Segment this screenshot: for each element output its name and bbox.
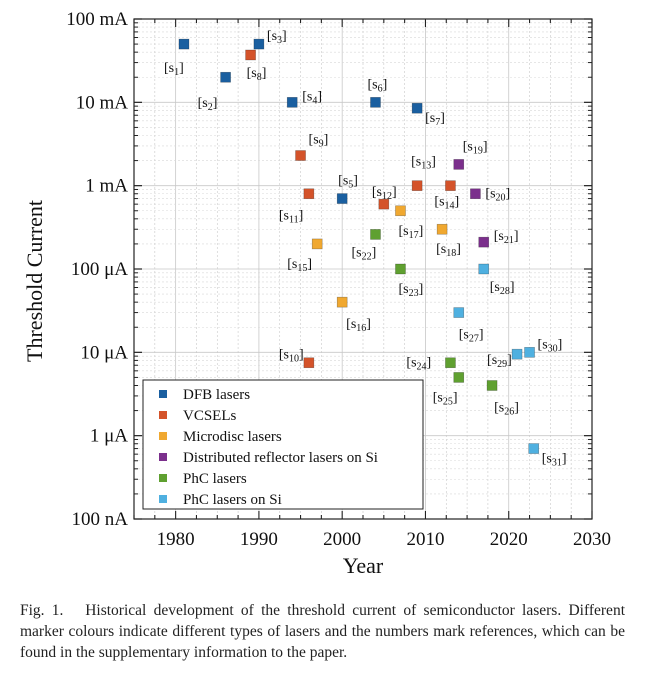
ref-label-s29: [s29] [487,353,512,370]
y-tick-label: 100 μA [71,259,128,280]
x-tick-label: 2030 [573,529,611,550]
data-point-s9 [295,150,306,161]
ref-label-s26: [s26] [494,400,519,417]
data-point-s16 [336,296,348,308]
data-point-s10 [303,357,315,369]
ref-label-s3: [s3] [267,29,287,46]
ref-label-s14: [s14] [434,195,459,212]
ref-label-s30: [s30] [538,337,563,354]
legend-swatch [159,432,167,440]
data-point-s28 [478,263,490,275]
data-point-s3 [253,38,265,50]
ref-label-s24: [s24] [406,356,431,373]
ref-label-s22: [s22] [351,245,376,262]
legend-swatch [159,453,167,461]
data-point-s22 [370,229,381,240]
ref-label-s2: [s2] [198,96,218,113]
ref-label-s21: [s21] [494,229,519,246]
y-axis-title: Threshold Current [22,200,47,362]
data-point-s23 [395,263,406,275]
ref-label-s1: [s1] [164,61,184,78]
legend-swatch [159,390,167,398]
legend-swatch [159,495,167,503]
legend-label: Microdisc lasers [183,429,282,445]
caption-text: Historical development of the threshold … [20,602,625,661]
caption-prefix: Fig. 1. [20,602,64,619]
data-point-s30 [524,347,535,358]
data-points [178,38,540,454]
data-point-s7 [411,102,423,114]
legend-label: Distributed reflector lasers on Si [183,450,378,466]
y-tick-label: 100 nA [72,509,129,530]
data-point-s25 [453,372,465,383]
data-point-s1 [178,38,190,50]
ref-label-s18: [s18] [436,242,461,259]
axis-ticks [133,18,593,520]
ref-label-s15: [s15] [287,257,312,274]
ref-label-s7: [s7] [425,111,445,128]
x-tick-label: 1980 [157,529,195,550]
ref-label-s23: [s23] [398,282,423,299]
ref-label-s20: [s20] [485,187,510,204]
ref-label-s27: [s27] [459,328,484,345]
x-tick-label: 2020 [490,529,528,550]
x-tick-label: 2000 [323,529,361,550]
legend-swatch [159,411,167,419]
data-point-s2 [220,71,231,83]
x-tick-label: 2010 [406,529,444,550]
ref-label-s6: [s6] [367,77,387,94]
ref-label-s17: [s17] [398,224,423,241]
data-point-s14 [445,180,456,191]
data-point-s4 [286,97,298,108]
data-point-s21 [478,236,490,248]
ref-label-s5: [s5] [338,174,358,191]
ref-label-s11: [s11] [279,209,303,226]
x-axis-tick-labels: 1980 1990 2000 2010 2020 2030 [157,529,611,550]
ref-label-s16: [s16] [346,317,371,334]
data-point-s20 [470,188,481,200]
data-point-s19 [453,159,465,170]
legend-label: PhC lasers [183,471,247,487]
data-point-s17 [395,205,406,217]
data-point-s15 [311,238,323,250]
y-tick-label: 1 μA [90,426,128,447]
data-point-s5 [336,193,348,204]
data-point-s26 [486,380,498,391]
ref-label-s13: [s13] [411,155,436,172]
ref-label-s4: [s4] [302,89,322,106]
threshold-current-chart: 100 mA 10 mA 1 mA 100 μA 10 μA 1 μA 100 nA 198… [22,9,611,578]
ref-label-s12: [s12] [372,185,397,202]
x-axis-title: Year [343,553,384,578]
ref-label-s25: [s25] [433,390,458,407]
data-point-s27 [453,307,465,318]
ref-label-s10: [s10] [279,348,304,365]
legend-swatch [159,474,167,482]
y-axis-tick-labels: 100 mA 10 mA 1 mA 100 μA 10 μA 1 μA 100 nA [66,9,128,530]
ref-label-s28: [s28] [490,280,515,297]
data-point-s13 [411,180,423,191]
legend-label: VCSELs [183,408,237,424]
legend-box [142,379,424,510]
data-point-s6 [370,97,381,108]
data-point-s29 [511,348,523,360]
figure-caption: Fig. 1. Historical development of the th… [20,600,625,663]
legend: DFB lasers VCSELs Microdisc lasers Distribu… [142,379,424,510]
legend-label: DFB lasers [183,387,250,403]
data-point-s11 [303,188,315,200]
x-tick-label: 1990 [240,529,278,550]
data-point-s18 [436,223,448,235]
data-point-s31 [528,443,540,454]
ref-label-s8: [s8] [247,66,267,83]
ref-label-s19: [s19] [463,139,488,156]
y-tick-label: 100 mA [66,9,128,30]
reference-labels: [s1] [s2] [s3] [s4] [s6] [s7] [s5] [s8] [s9] [s11… [164,29,567,468]
y-tick-label: 10 mA [76,92,129,113]
ref-label-s9: [s9] [309,133,329,150]
legend-label: PhC lasers on Si [183,492,282,508]
y-tick-label: 1 mA [85,176,128,197]
data-point-s24 [445,357,456,369]
data-point-s12 [378,198,390,210]
y-tick-label: 10 μA [80,342,128,363]
data-point-s8 [245,49,256,61]
